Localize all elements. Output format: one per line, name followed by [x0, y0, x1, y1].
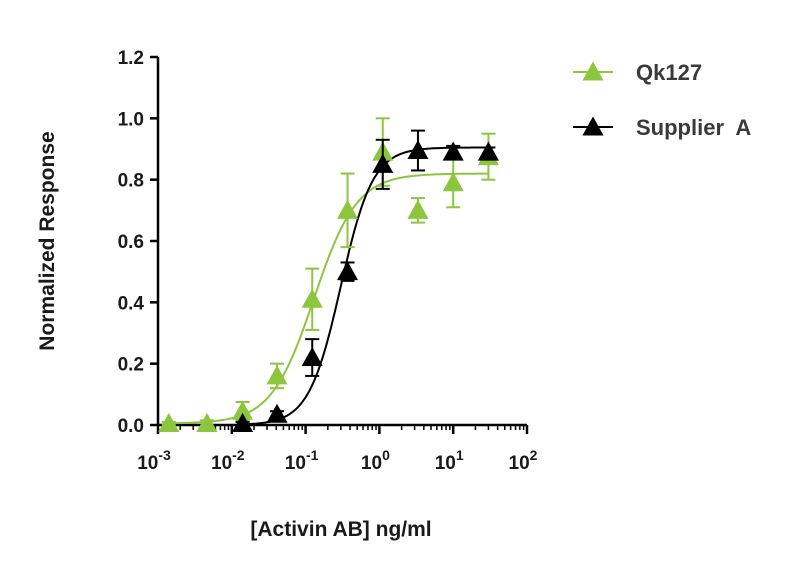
fit-curve — [168, 172, 489, 425]
data-point — [301, 288, 323, 308]
data-point — [407, 139, 429, 160]
data-point — [442, 172, 464, 192]
data-point — [442, 141, 464, 161]
fit-curves — [168, 146, 489, 426]
data-point — [336, 199, 359, 219]
legend: Qk127 Supplier A — [573, 60, 751, 140]
legend-marker — [582, 61, 604, 81]
y-axis-title: Normalized Response — [36, 131, 59, 350]
data-point — [372, 153, 394, 173]
data-point — [196, 412, 218, 432]
y-tick-label: 1.2 — [118, 48, 144, 69]
legend-marker — [582, 116, 604, 136]
data-point — [266, 403, 288, 423]
y-tick-label: 0.4 — [118, 293, 145, 314]
data-point — [266, 365, 288, 385]
axes: 0.0 0.2 0.4 0.6 0.8 1.0 1.2 10-3 10-2 10-1 100 101 1… — [118, 48, 538, 474]
x-tick-label: 101 — [435, 447, 464, 474]
y-tick-label: 0.8 — [118, 171, 144, 192]
data-point — [158, 412, 180, 432]
legend-label: Supplier A — [636, 115, 751, 140]
x-tick-label: 10-3 — [137, 447, 171, 474]
data-point — [407, 199, 429, 219]
x-axis-title: [Activin AB] ng/ml — [250, 518, 431, 541]
y-tick-label: 0.0 — [118, 416, 144, 437]
x-tick-label: 100 — [361, 447, 390, 474]
data-point — [301, 346, 323, 367]
x-tick-label: 10-2 — [211, 447, 245, 474]
data-point — [477, 141, 499, 161]
legend-label: Qk127 — [636, 60, 702, 85]
data-point — [232, 412, 254, 432]
data-point — [232, 400, 254, 420]
y-tick-label: 1.0 — [118, 109, 144, 130]
data-point — [336, 261, 359, 281]
y-tick-label: 0.6 — [118, 232, 144, 253]
y-tick-label: 0.2 — [118, 355, 144, 376]
x-tick-label: 102 — [509, 447, 538, 474]
data-marks — [158, 117, 499, 432]
x-tick-label: 10-1 — [285, 447, 319, 474]
